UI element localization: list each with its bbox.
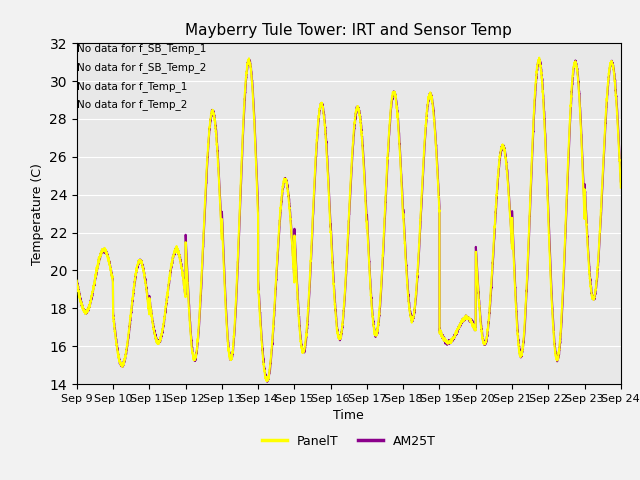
Y-axis label: Temperature (C): Temperature (C)	[31, 163, 44, 264]
Text: No data for f_SB_Temp_2: No data for f_SB_Temp_2	[77, 62, 206, 73]
Text: No data for f_Temp_1: No data for f_Temp_1	[77, 81, 187, 92]
Title: Mayberry Tule Tower: IRT and Sensor Temp: Mayberry Tule Tower: IRT and Sensor Temp	[186, 23, 512, 38]
X-axis label: Time: Time	[333, 409, 364, 422]
Legend: PanelT, AM25T: PanelT, AM25T	[257, 430, 440, 453]
Text: No data for f_SB_Temp_1: No data for f_SB_Temp_1	[77, 43, 206, 54]
Text: No data for f_Temp_2: No data for f_Temp_2	[77, 99, 187, 110]
